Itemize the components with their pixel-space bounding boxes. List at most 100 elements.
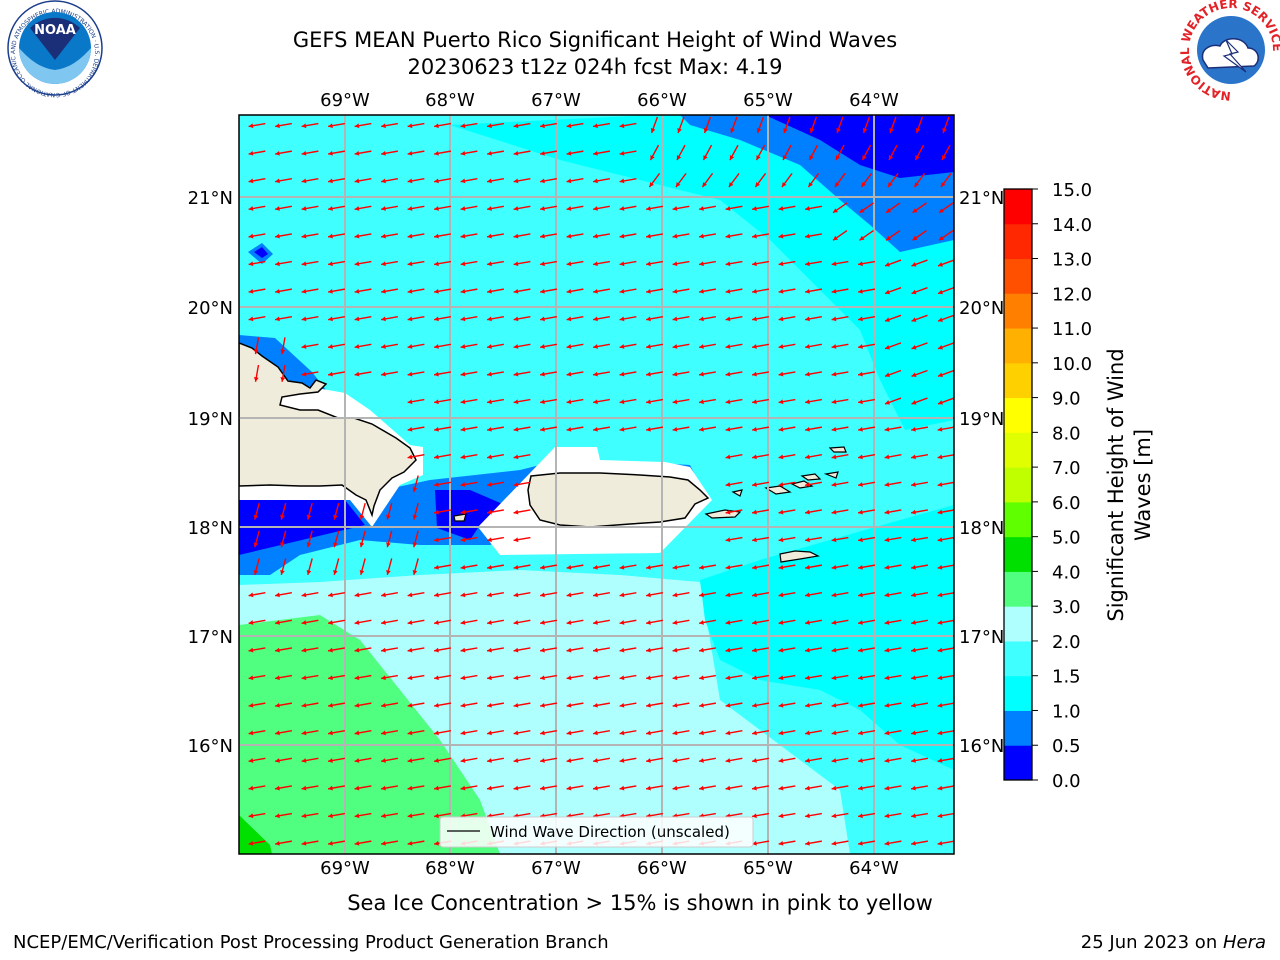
wave-direction-arrow [593, 426, 610, 432]
wave-direction-arrow [672, 343, 690, 349]
wave-direction-arrow [619, 426, 637, 432]
colorbar-tick-label: 7.0 [1052, 458, 1081, 479]
wave-direction-arrow [513, 122, 531, 129]
wave-direction-arrow [407, 398, 425, 405]
wave-direction-arrow [487, 150, 504, 156]
wave-direction-arrow [566, 150, 584, 156]
wave-direction-arrow [884, 536, 902, 543]
wave-direction-arrow [911, 619, 928, 625]
wave-direction-arrow [911, 481, 928, 487]
wave-direction-arrow [381, 343, 398, 349]
wave-direction-arrow [646, 343, 663, 349]
wave-direction-arrow [540, 398, 557, 405]
wave-direction-arrow [646, 316, 663, 322]
wave-direction-arrow [752, 812, 769, 819]
wave-direction-arrow [354, 150, 372, 156]
wave-direction-arrow [619, 730, 637, 736]
wave-direction-arrow [354, 647, 372, 653]
colorbar-tick-label: 14.0 [1052, 215, 1092, 236]
wave-direction-arrow [434, 647, 451, 653]
axis-labels: 69°W 69°W 68°W 68°W 67°W 67°W 66°W 66°W 65°W 65°W… [188, 90, 1005, 879]
colorbar-swatch [1004, 397, 1032, 433]
wave-direction-arrow [725, 316, 743, 322]
wave-direction-arrow [831, 647, 849, 653]
wave-direction-arrow [540, 178, 557, 184]
wave-direction-arrow [253, 530, 260, 548]
lat-label-left: 21°N [188, 188, 233, 209]
wave-direction-arrow [911, 647, 928, 653]
caption: Sea Ice Concentration > 15% is shown in … [347, 891, 933, 915]
wave-direction-arrow [884, 757, 902, 763]
wave-direction-arrow [328, 316, 345, 322]
lon-label-bottom: 68°W [425, 858, 475, 879]
wave-direction-arrow [752, 260, 769, 267]
wave-direction-arrow [725, 509, 743, 515]
wave-direction-arrow [884, 840, 902, 846]
land-hispaniola [239, 342, 417, 518]
wave-direction-arrow [884, 342, 902, 350]
wave-direction-arrow [884, 259, 902, 267]
wave-direction-arrow [593, 343, 610, 349]
wave-direction-arrow [725, 481, 743, 487]
wave-direction-arrow [805, 260, 822, 267]
wave-direction-arrow [725, 757, 743, 763]
wave-direction-arrow [858, 840, 875, 846]
wave-direction-arrow [593, 260, 610, 267]
wave-direction-arrow [434, 316, 451, 322]
wave-direction-arrow [858, 371, 875, 377]
wave-direction-arrow [593, 233, 610, 239]
wave-direction-arrow [778, 592, 796, 598]
wave-direction-arrow [566, 205, 584, 211]
wave-direction-arrow [699, 371, 716, 377]
wave-direction-arrow [540, 233, 557, 239]
wave-direction-arrow [354, 619, 372, 625]
wave-direction-arrow [805, 812, 822, 819]
wave-direction-arrow [778, 757, 796, 763]
map-frame [238, 114, 955, 855]
noaa-logo-text: NOAA [34, 23, 76, 38]
lon-label-top: 67°W [531, 90, 581, 111]
wave-direction-arrow [487, 592, 504, 598]
wave-direction-arrow [566, 343, 584, 349]
wave-direction-arrow [460, 233, 478, 239]
wave-direction-arrow [858, 785, 875, 791]
wave-direction-arrow [672, 260, 690, 267]
wave-direction-arrow [593, 592, 610, 598]
wave-direction-arrow [333, 530, 340, 548]
wave-direction-arrow [301, 122, 319, 129]
wave-direction-arrow [752, 343, 769, 349]
colorbar-swatch [1004, 328, 1032, 364]
wave-direction-arrow [911, 757, 928, 763]
wave-direction-arrow [434, 288, 451, 294]
footer-date: 25 Jun 2023 on Hera [1081, 932, 1266, 953]
wave-direction-arrow [513, 757, 531, 763]
wave-direction-arrow [937, 481, 954, 487]
wave-direction-arrow [540, 260, 557, 267]
colorbar-swatch [1004, 223, 1032, 260]
wave-direction-arrow [540, 371, 557, 377]
wave-direction-arrow [884, 674, 902, 681]
wave-direction-arrow [672, 702, 690, 708]
wave-direction-arrow [460, 288, 478, 294]
wave-direction-arrow [280, 503, 287, 520]
wave-direction-arrow [275, 150, 292, 156]
wave-direction-arrow [540, 702, 557, 708]
wave-direction-arrow [248, 757, 266, 763]
wave-direction-arrow [805, 592, 822, 598]
wave-direction-arrow [275, 674, 292, 681]
wave-direction-arrow [619, 702, 637, 708]
wave-direction-arrow [646, 260, 663, 267]
wave-direction-arrow [884, 426, 902, 432]
wave-direction-arrow [778, 536, 796, 543]
wave-direction-arrow [725, 454, 743, 460]
wave-direction-arrow [566, 564, 584, 570]
wave-direction-arrow [248, 785, 266, 791]
wave-direction-arrow [248, 122, 266, 129]
wave-direction-arrow [513, 785, 531, 791]
wave-direction-arrow [354, 840, 372, 846]
colorbar-tick-label: 2.0 [1052, 632, 1081, 653]
wave-direction-arrow [782, 144, 792, 161]
wave-zone-3to4 [239, 615, 500, 854]
wave-direction-arrow [650, 116, 659, 134]
wave-direction-arrow [593, 674, 610, 681]
